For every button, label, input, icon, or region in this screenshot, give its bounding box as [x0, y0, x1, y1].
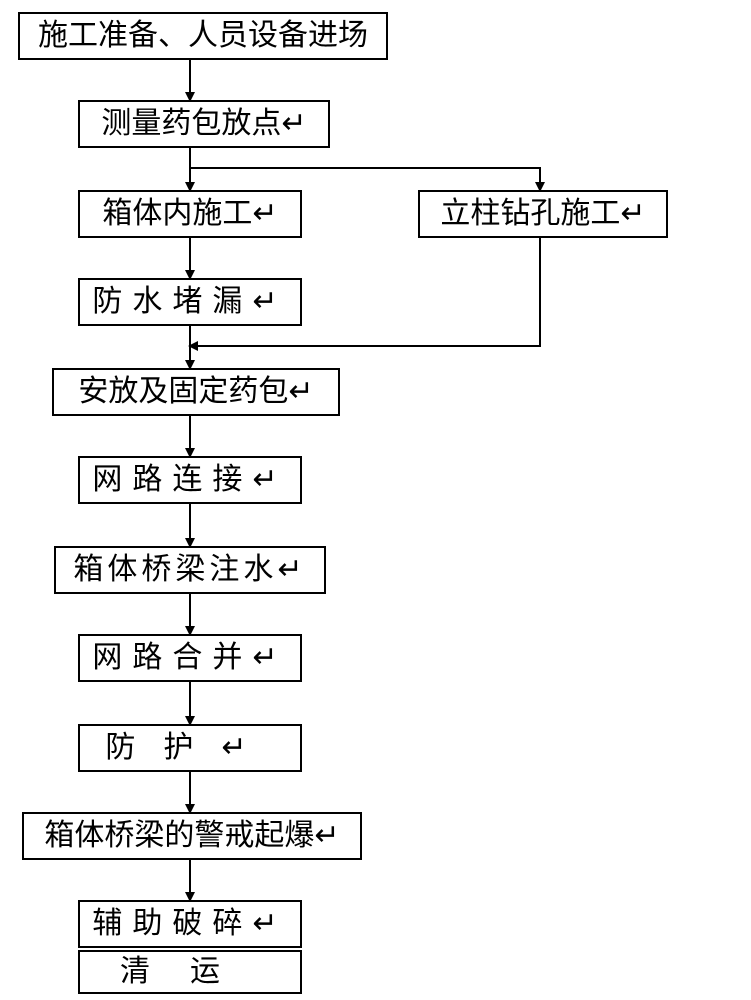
node-label: 网路合并↵ — [92, 643, 287, 673]
flowchart-node: 测量药包放点↵ — [78, 100, 330, 148]
flowchart-node: 箱体桥梁的警戒起爆↵ — [22, 812, 362, 860]
flowchart-node: 清运 — [78, 950, 302, 994]
node-label: 箱体内施工↵ — [102, 199, 277, 229]
node-label: 清运 — [120, 957, 260, 987]
flowchart-node: 辅助破碎↵ — [78, 900, 302, 948]
flowchart-node: 箱体桥梁注水↵ — [54, 546, 326, 594]
node-label: 箱体桥梁注水↵ — [73, 555, 306, 585]
flowchart-node: 网路连接↵ — [78, 456, 302, 504]
node-label: 网路连接↵ — [92, 465, 287, 495]
flowchart-edge — [190, 168, 540, 190]
node-label: 辅助破碎↵ — [92, 909, 287, 939]
node-label: 立柱钻孔施工↵ — [440, 199, 645, 229]
flowchart-node: 立柱钻孔施工↵ — [418, 190, 668, 238]
node-label: 测量药包放点↵ — [101, 109, 306, 139]
node-label: 防护↵ — [105, 733, 274, 763]
flowchart-node: 施工准备、人员设备进场 — [18, 12, 388, 60]
flowchart-node: 安放及固定药包↵ — [52, 368, 340, 416]
node-label: 施工准备、人员设备进场 — [38, 21, 368, 51]
flowchart-node: 防水堵漏↵ — [78, 278, 302, 326]
node-label: 安放及固定药包↵ — [78, 377, 313, 407]
node-label: 防水堵漏↵ — [92, 287, 287, 317]
flowchart-node: 防护↵ — [78, 724, 302, 772]
node-label: 箱体桥梁的警戒起爆↵ — [44, 821, 339, 851]
flowchart-node: 箱体内施工↵ — [78, 190, 302, 238]
flowchart-node: 网路合并↵ — [78, 634, 302, 682]
